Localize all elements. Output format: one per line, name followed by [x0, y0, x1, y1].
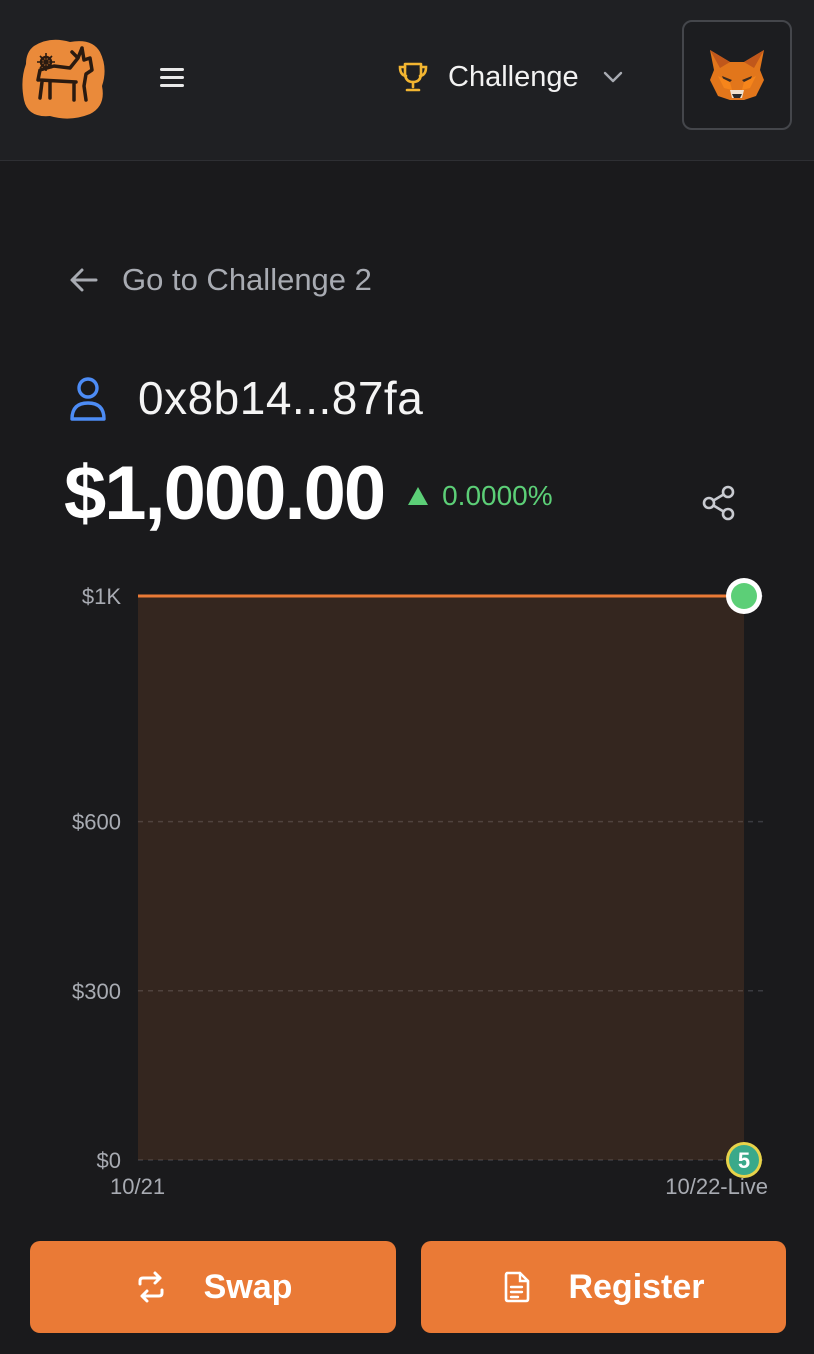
account-row: 0x8b14...87fa	[66, 368, 423, 428]
swap-button-label: Swap	[203, 1267, 293, 1306]
arrow-left-icon	[70, 268, 98, 292]
x-tick-label: 10/22-Live	[665, 1174, 768, 1199]
portfolio-balance: $1,000.00	[64, 451, 386, 536]
wallet-button[interactable]	[682, 20, 792, 130]
metamask-fox-icon	[710, 50, 764, 100]
last-point	[731, 583, 757, 609]
share-icon[interactable]	[700, 484, 738, 522]
portfolio-chart: $1K $600 $300 $0 5 10/21 10/22-Live	[72, 578, 768, 1199]
balance-change-percent: 0.0000%	[442, 480, 553, 511]
triangle-up-icon	[408, 487, 429, 505]
user-icon	[70, 377, 106, 421]
register-button[interactable]: Register	[421, 1241, 786, 1333]
document-icon	[505, 1271, 530, 1303]
chevron-down-icon	[603, 71, 622, 83]
event-marker	[729, 1145, 759, 1175]
y-tick-label: $1K	[82, 584, 121, 609]
back-to-challenge-link[interactable]: Go to Challenge 2	[66, 256, 372, 304]
y-tick-label: $0	[97, 1148, 121, 1173]
swap-arrows-icon	[138, 1271, 164, 1303]
series-area	[138, 596, 744, 1160]
y-tick-label: $600	[72, 810, 121, 835]
balance-change: 0.0000%	[406, 480, 553, 512]
top-header: Challenge	[0, 0, 814, 161]
balance-row: $1,000.00 0.0000%	[64, 450, 553, 540]
challenge-dropdown[interactable]: Challenge	[396, 52, 625, 102]
x-tick-label: 10/21	[110, 1174, 165, 1199]
app-logo-icon[interactable]	[20, 34, 106, 120]
challenge-label: Challenge	[448, 60, 579, 93]
event-marker-label: 5	[738, 1148, 750, 1173]
register-button-label: Register	[568, 1267, 705, 1306]
back-link-label: Go to Challenge 2	[122, 262, 372, 297]
swap-button[interactable]: Swap	[30, 1241, 396, 1333]
trophy-icon	[398, 62, 428, 92]
hamburger-menu-icon[interactable]	[152, 60, 192, 94]
wallet-address: 0x8b14...87fa	[138, 372, 424, 424]
y-tick-label: $300	[72, 979, 121, 1004]
